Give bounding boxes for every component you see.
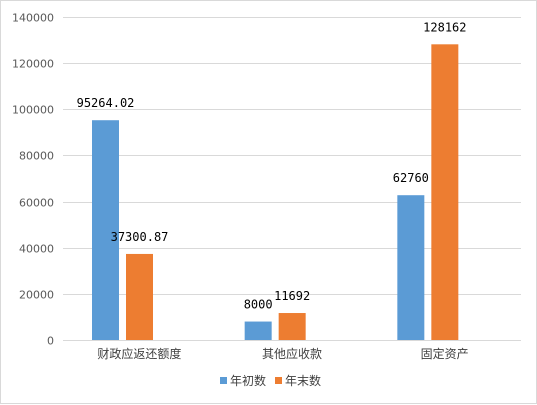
bar <box>92 120 119 340</box>
data-label: 11692 <box>274 289 310 303</box>
data-label: 128162 <box>423 20 466 34</box>
bar <box>126 253 153 340</box>
y-tick-label: 0 <box>47 335 54 348</box>
x-tick-label: 财政应返还额度 <box>97 346 181 361</box>
legend-swatch <box>275 377 282 384</box>
y-tick-label: 100000 <box>12 104 54 117</box>
y-tick-label: 120000 <box>12 58 54 71</box>
y-tick-label: 40000 <box>19 243 54 256</box>
legend-swatch <box>220 377 227 384</box>
data-label: 62760 <box>393 171 429 185</box>
x-tick-label: 其他应收款 <box>262 346 322 361</box>
data-label: 8000 <box>244 298 273 312</box>
bar <box>431 44 459 341</box>
bar <box>397 195 425 340</box>
data-label: 37300.87 <box>111 230 169 244</box>
bar <box>278 313 306 340</box>
bar <box>244 321 272 340</box>
y-tick-label: 140000 <box>12 12 54 25</box>
y-tick-label: 80000 <box>19 150 54 163</box>
legend-label: 年末数 <box>285 373 321 388</box>
x-tick-label: 固定资产 <box>421 346 469 361</box>
y-tick-label: 60000 <box>19 197 54 210</box>
legend-label: 年初数 <box>230 373 266 388</box>
y-tick-label: 20000 <box>19 289 54 302</box>
data-label: 95264.02 <box>77 96 135 110</box>
